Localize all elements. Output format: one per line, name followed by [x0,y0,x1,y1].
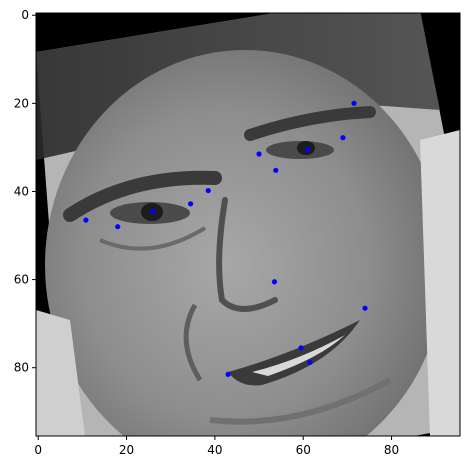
left-background [36,310,85,436]
keypoint [115,224,121,230]
axes-frame [35,12,461,437]
keypoint [205,187,211,194]
left-eye-bag [99,226,207,251]
y-tick-label: 40 [14,184,29,198]
chin [209,377,392,425]
x-tick-label: 80 [384,443,399,457]
keypoint [340,135,346,141]
x-tick-label: 0 [34,443,42,457]
x-tick-label: 40 [207,443,222,457]
keypoints [83,100,368,377]
keypoint [271,279,278,285]
right-background [420,130,460,436]
keypoint [307,359,313,366]
x-tick-label: 60 [296,443,311,457]
teeth [252,335,345,376]
nose [216,197,278,312]
keypoint [83,217,89,223]
keypoint [298,345,304,351]
y-tick-label: 80 [14,361,29,375]
face-photo [36,13,460,436]
keypoint [187,201,194,207]
x-tick-label: 20 [119,443,134,457]
y-tick-label: 20 [14,96,29,110]
y-tick-label: 0 [21,8,29,22]
y-axis: 0 20 40 60 80 [14,8,36,375]
y-tick-label: 60 [14,273,29,287]
keypoint [150,208,156,214]
keypoint [362,305,368,311]
keypoint [225,371,231,377]
face-skin [45,50,445,436]
left-eyebrow [63,170,222,222]
cheek-fold [183,303,203,382]
x-axis: 0 20 40 60 80 [34,436,399,457]
keypoint [273,167,279,173]
mouth [228,320,360,386]
keypoint [351,100,357,106]
right-eyebrow [244,106,376,141]
keypoint [305,146,311,153]
keypoint [256,151,262,157]
